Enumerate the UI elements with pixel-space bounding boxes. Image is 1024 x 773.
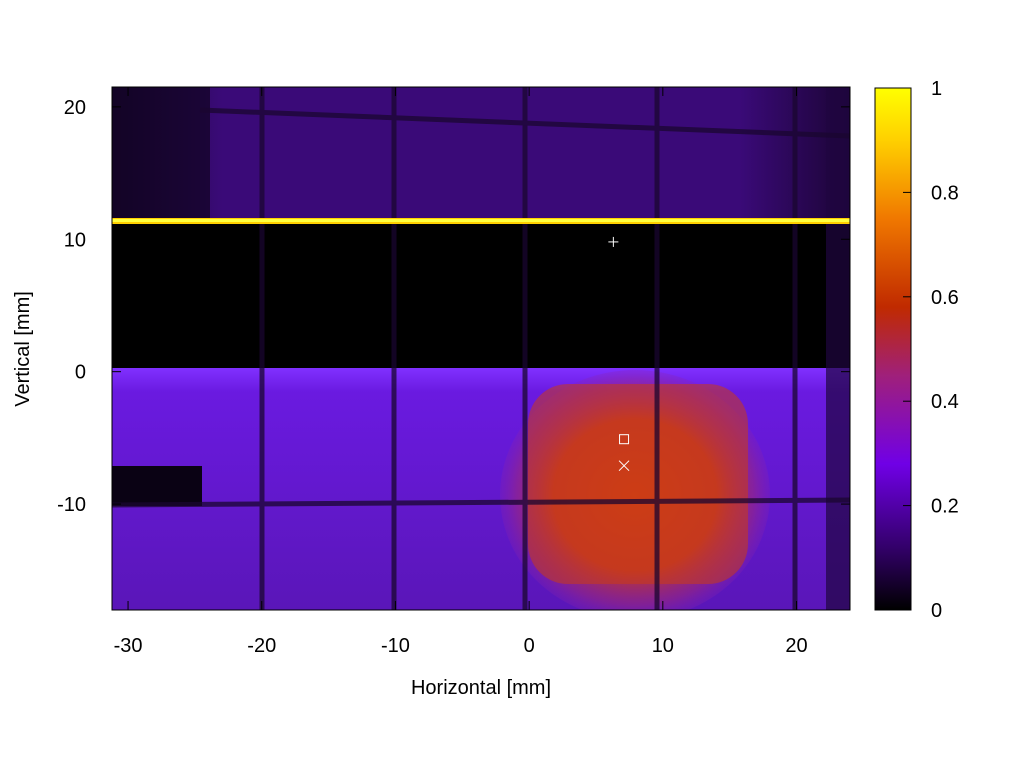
grid-shadows [112,87,850,610]
y-tick-label: -10 [57,494,86,516]
right-edge-dark [826,87,850,610]
y-tick-label: 10 [64,229,86,251]
colorbar-tick-label: 0.8 [931,182,959,204]
y-tick-label: 20 [64,97,86,119]
colorbar-ticks: 0 0.2 0.4 0.6 0.8 1 [903,78,959,622]
hot-core [528,384,748,584]
x-tick-label: -10 [381,635,410,657]
left-edge-dark [112,87,210,221]
colorbar-tick-label: 0.4 [931,391,959,413]
y-axis-label: Vertical [mm] [12,291,34,407]
square-marker [619,434,630,445]
x-tick-label: 0 [524,635,535,657]
x-tick-label: -30 [114,635,143,657]
x-tick-label: 10 [652,635,674,657]
heatmap-image [112,87,850,610]
cross-marker [618,460,630,472]
plot-frame [111,86,851,611]
x-tick-label: 20 [785,635,807,657]
bright-edge-core [112,219,850,222]
x-axis-label: Horizontal [mm] [411,677,551,699]
y-tick-label: 0 [75,362,86,384]
plus-marker [608,236,619,247]
y-axis-ticks: -10 0 10 20 [57,97,850,516]
dark-gap [112,221,850,368]
x-axis-ticks: -30 -20 -10 0 10 20 [114,87,808,657]
top-band [112,87,850,221]
colorbar-tick-label: 0.2 [931,496,959,518]
colorbar-tick-label: 1 [931,78,942,100]
markers [608,236,630,472]
colorbar-tick-label: 0 [931,600,942,622]
colorbar-tick-label: 0.6 [931,287,959,309]
x-tick-label: -20 [247,635,276,657]
lower-left-dark-patch [112,466,202,506]
colorbar [874,87,912,611]
